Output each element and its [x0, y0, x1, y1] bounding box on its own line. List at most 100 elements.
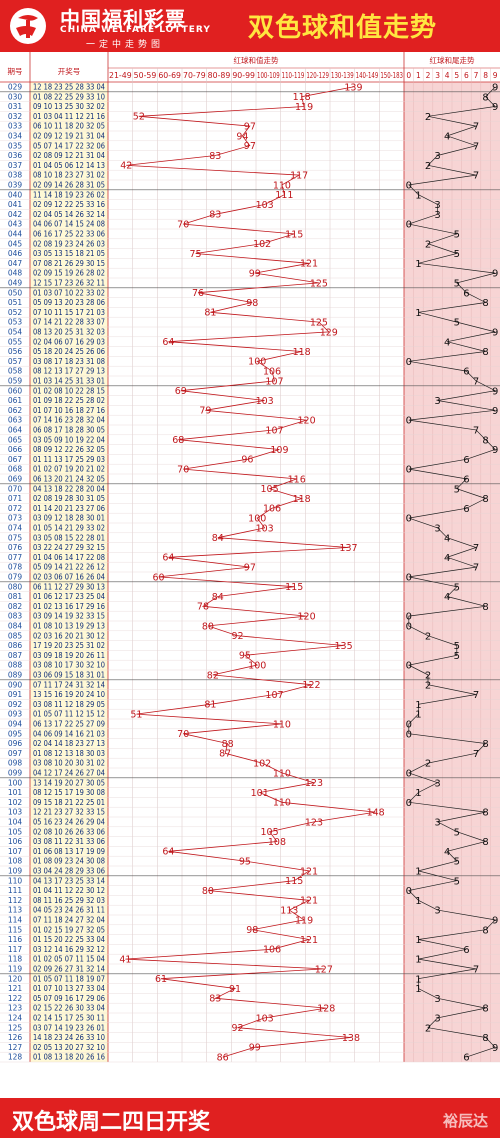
draw-numbers-cell: 02 09 26 27 31 32 14: [33, 965, 105, 974]
tail-value-label: 9: [492, 83, 498, 94]
period-cell: 037: [8, 161, 23, 170]
tail-value-label: 4: [444, 533, 450, 544]
draw-numbers-cell: 05 16 23 24 26 29 04: [33, 818, 105, 827]
draw-numbers-cell: 03 04 24 28 29 33 06: [33, 867, 105, 876]
draw-numbers-cell: 03 08 10 17 30 32 10: [33, 661, 105, 670]
tail-value-label: 2: [425, 671, 431, 682]
tail-value-label: 7: [473, 563, 479, 574]
draw-numbers-cell: 02 04 05 14 26 32 14: [33, 210, 105, 219]
draw-numbers-cell: 07 11 17 24 31 32 14: [33, 680, 105, 689]
tail-digit-label: 0: [406, 71, 411, 80]
sum-value-label: 110: [273, 798, 291, 809]
sum-value-label: 106: [263, 945, 281, 956]
sum-value-label: 100: [248, 514, 266, 525]
tail-value-label: 0: [406, 661, 412, 672]
period-cell: 099: [8, 769, 23, 778]
tail-value-label: 3: [434, 818, 440, 829]
draw-numbers-cell: 08 09 12 22 26 32 05: [33, 445, 105, 454]
period-cell: 040: [8, 190, 23, 199]
period-cell: 111: [8, 886, 23, 895]
sum-value-label: 107: [265, 425, 283, 436]
draw-numbers-cell: 03 09 12 18 28 30 01: [33, 514, 105, 523]
tail-value-label: 8: [482, 837, 488, 848]
tail-value-label: 9: [492, 269, 498, 280]
sum-value-label: 103: [256, 396, 274, 407]
period-cell: 076: [8, 543, 23, 552]
sum-range-label: 110-119: [282, 71, 305, 80]
sum-trend-header: 红球和值走势: [234, 55, 279, 65]
sum-value-label: 100: [248, 661, 266, 672]
tail-value-label: 8: [482, 1004, 488, 1015]
sum-value-label: 137: [339, 543, 357, 554]
period-cell: 063: [8, 416, 23, 425]
tail-digit-label: 7: [474, 71, 479, 80]
sum-value-label: 42: [120, 161, 132, 172]
period-cell: 053: [8, 318, 23, 327]
sum-value-label: 119: [295, 915, 313, 926]
sum-value-label: 88: [222, 739, 234, 750]
draw-numbers-cell: 03 12 14 16 29 32 12: [33, 945, 105, 954]
tail-value-label: 2: [425, 759, 431, 770]
tail-value-label: 1: [415, 710, 421, 721]
tail-value-label: 8: [482, 602, 488, 613]
sum-value-label: 111: [275, 190, 293, 201]
draw-numbers-cell: 02 09 12 19 21 31 04: [33, 132, 105, 141]
tail-value-label: 2: [425, 112, 431, 123]
sum-range-label: 120-129: [306, 71, 329, 80]
sum-value-label: 108: [268, 837, 286, 848]
sum-value-label: 81: [204, 308, 216, 319]
sum-trend-chart: 期号 开奖号 红球和值走势 红球和尾走势 21-49 50-59 60-69 70-79 80-…: [0, 52, 500, 1064]
tail-value-label: 2: [425, 239, 431, 250]
sum-value-label: 105: [260, 827, 278, 838]
sum-value-label: 129: [320, 327, 338, 338]
tail-value-label: 9: [492, 445, 498, 456]
draw-numbers-cell: 01 05 14 21 29 33 02: [33, 524, 105, 533]
period-cell: 112: [8, 896, 23, 905]
tail-digit-label: 1: [416, 71, 421, 80]
draw-numbers-cell: 01 02 13 16 17 29 16: [33, 602, 105, 611]
sum-value-label: 100: [248, 357, 266, 368]
draw-numbers-cell: 06 16 17 25 22 33 06: [33, 230, 105, 239]
period-cell: 032: [8, 112, 23, 121]
tail-value-label: 7: [473, 690, 479, 701]
page-title: 双色球和值走势: [248, 13, 438, 43]
tail-value-label: 5: [454, 641, 460, 652]
sum-value-label: 116: [288, 474, 306, 485]
period-cell: 062: [8, 406, 23, 415]
tail-digit-label: 9: [493, 71, 498, 80]
period-cell: 102: [8, 798, 23, 807]
sum-value-label: 119: [295, 102, 313, 113]
draw-numbers-cell: 01 03 04 11 12 21 16: [33, 112, 105, 121]
sum-value-label: 79: [199, 406, 211, 417]
draw-numbers-cell: 01 04 05 06 12 14 13: [33, 161, 105, 170]
tail-value-label: 7: [473, 122, 479, 133]
draw-numbers-cell: 02 08 19 23 24 26 03: [33, 239, 105, 248]
period-cell: 114: [8, 916, 23, 925]
brand-name-en: CHINA WELFARE LOTTERY: [60, 25, 211, 35]
period-cell: 080: [8, 582, 23, 591]
tail-value-label: 6: [463, 288, 469, 299]
draw-schedule-text: 双色球周二四日开奖: [12, 1110, 211, 1135]
period-cell: 035: [8, 141, 23, 150]
sum-value-label: 105: [260, 484, 278, 495]
draw-numbers-cell: 01 02 08 10 22 28 15: [33, 386, 105, 395]
period-cell: 029: [8, 83, 23, 92]
sum-value-label: 102: [253, 239, 271, 250]
tail-value-label: 5: [454, 249, 460, 260]
sum-value-label: 99: [249, 1043, 261, 1054]
draw-numbers-cell: 04 06 09 14 16 21 03: [33, 729, 105, 738]
tail-value-label: 5: [454, 857, 460, 868]
draw-numbers-cell: 01 06 12 17 23 25 04: [33, 592, 105, 601]
sum-range-label: 21-49: [109, 71, 132, 80]
tail-value-label: 4: [444, 553, 450, 564]
sum-value-label: 97: [244, 563, 256, 574]
tail-value-label: 9: [492, 1043, 498, 1054]
brand-slogan: 一定中走势图: [86, 40, 165, 50]
tail-value-label: 5: [454, 230, 460, 241]
draw-numbers-cell: 01 03 14 25 31 33 01: [33, 377, 105, 386]
tail-value-label: 7: [473, 426, 479, 437]
period-cell: 044: [8, 230, 23, 239]
sum-value-label: 86: [217, 1053, 229, 1064]
period-cell: 045: [8, 239, 23, 248]
draw-numbers-cell: 03 08 10 20 30 31 02: [33, 759, 105, 768]
